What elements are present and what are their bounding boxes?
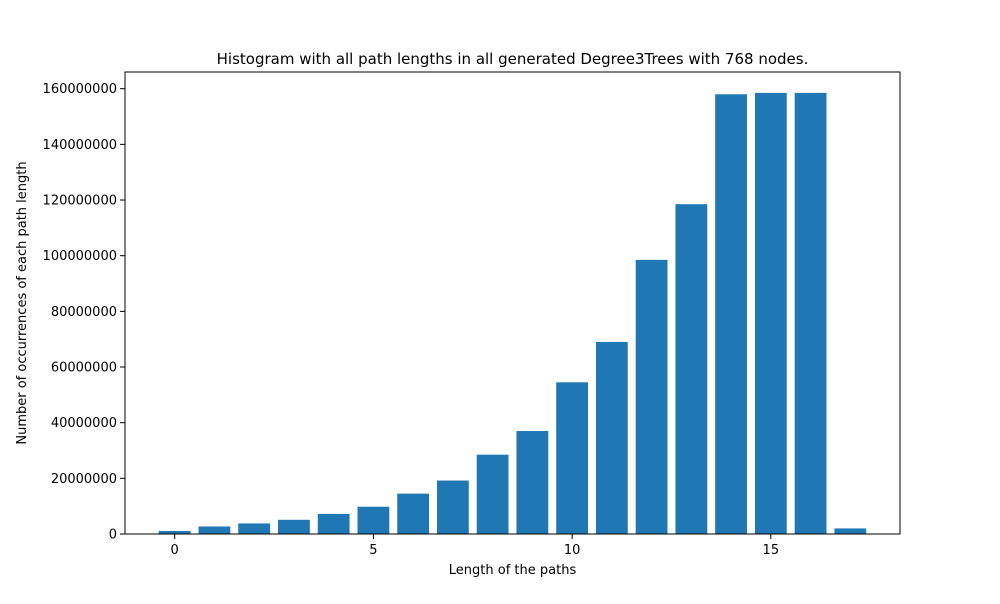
bar-length-5 bbox=[357, 506, 390, 534]
x-tick-label: 15 bbox=[763, 543, 780, 558]
x-tick-label: 5 bbox=[369, 543, 377, 558]
bar-length-10 bbox=[556, 382, 589, 534]
bar-length-14 bbox=[715, 94, 747, 534]
bar-length-9 bbox=[516, 431, 549, 534]
chart-title: Histogram with all path lengths in all g… bbox=[217, 50, 809, 68]
bar-length-17 bbox=[834, 528, 867, 534]
x-axis-label: Length of the paths bbox=[449, 563, 577, 578]
plot-frame bbox=[124, 71, 901, 535]
bar-length-3 bbox=[278, 519, 310, 534]
y-tick-label: 120000000 bbox=[43, 194, 117, 209]
y-tick-label: 160000000 bbox=[43, 82, 117, 97]
x-tick-label: 10 bbox=[564, 543, 581, 558]
bar-length-0 bbox=[158, 530, 191, 534]
y-tick-label: 40000000 bbox=[51, 416, 117, 431]
bars-layer bbox=[158, 92, 867, 534]
x-axis: 0 5 10 15 bbox=[171, 534, 780, 558]
y-axis-label: Number of occurrences of each path lengt… bbox=[15, 161, 30, 444]
x-tick-label: 0 bbox=[171, 543, 179, 558]
bar-length-15 bbox=[754, 92, 787, 534]
bar-length-1 bbox=[198, 526, 231, 534]
bar-length-12 bbox=[635, 259, 668, 534]
bar-length-7 bbox=[436, 480, 469, 534]
y-tick-label: 20000000 bbox=[51, 472, 117, 487]
y-tick-label: 140000000 bbox=[43, 138, 117, 153]
y-tick-label: 100000000 bbox=[43, 249, 117, 264]
bar-length-8 bbox=[476, 454, 509, 534]
bar-length-11 bbox=[595, 341, 628, 534]
y-tick-label: 0 bbox=[109, 528, 117, 543]
bar-length-2 bbox=[238, 523, 271, 534]
y-tick-label: 80000000 bbox=[51, 305, 117, 320]
bar-length-6 bbox=[397, 493, 430, 534]
bar-length-16 bbox=[794, 92, 827, 534]
y-axis: 0 20000000 40000000 60000000 80000000 1000000… bbox=[43, 82, 125, 543]
bar-length-13 bbox=[675, 204, 708, 534]
y-tick-label: 60000000 bbox=[51, 361, 117, 376]
bar-length-4 bbox=[317, 513, 350, 534]
